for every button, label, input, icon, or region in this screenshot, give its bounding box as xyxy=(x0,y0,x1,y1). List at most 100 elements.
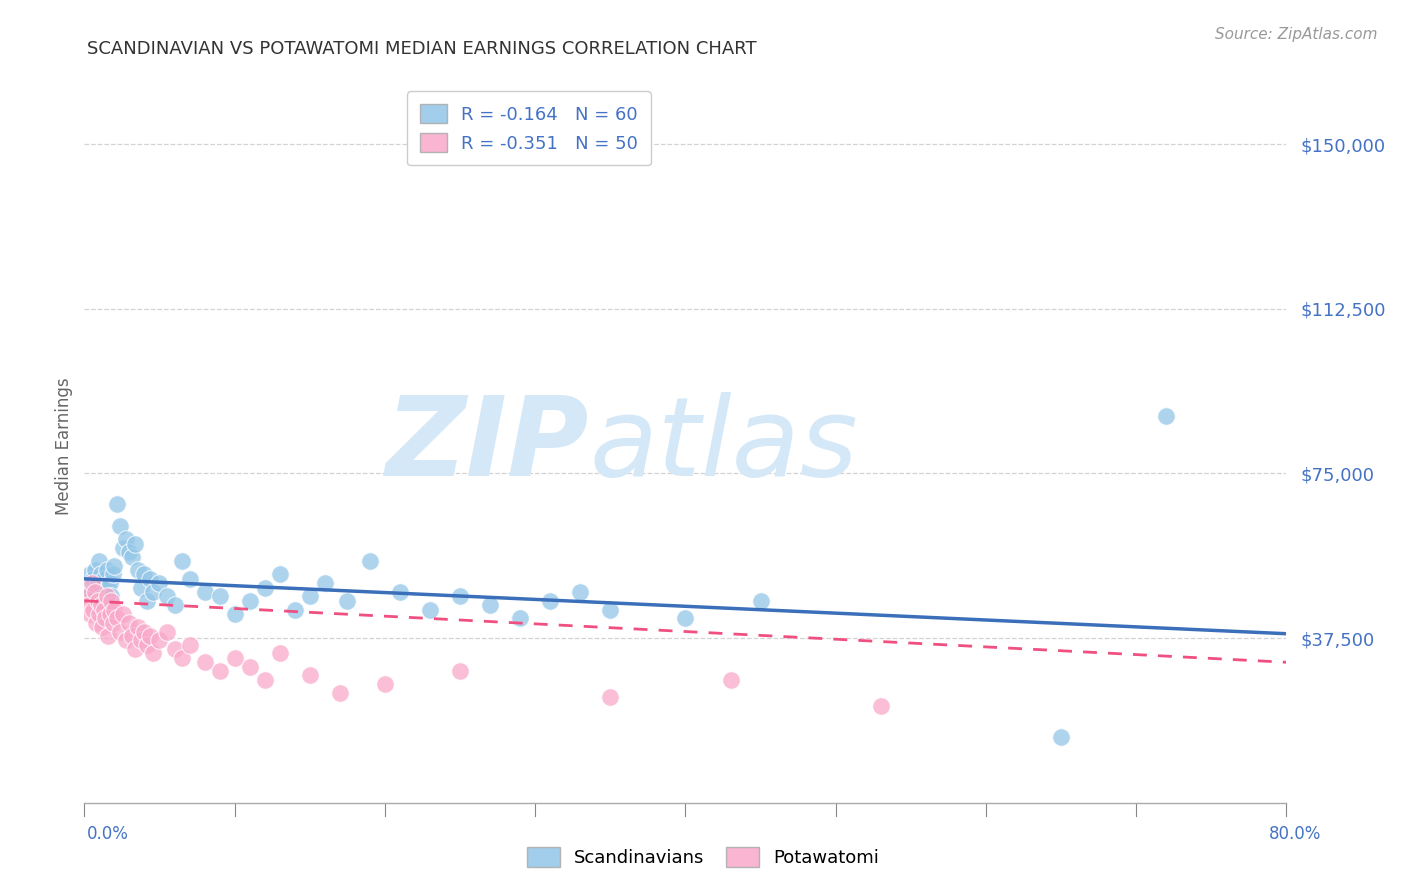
Text: atlas: atlas xyxy=(589,392,858,500)
Point xyxy=(107,611,129,625)
Point xyxy=(86,615,108,630)
Point xyxy=(148,633,170,648)
Point xyxy=(76,590,98,604)
Point xyxy=(170,651,193,665)
Text: Source: ZipAtlas.com: Source: ZipAtlas.com xyxy=(1215,27,1378,42)
Point xyxy=(96,563,118,577)
Point xyxy=(110,519,132,533)
Point xyxy=(86,590,108,604)
Point xyxy=(374,677,396,691)
Point xyxy=(97,581,120,595)
Point xyxy=(479,598,502,612)
Point xyxy=(107,497,129,511)
Point xyxy=(98,576,121,591)
Point xyxy=(163,642,186,657)
Point xyxy=(101,615,124,630)
Point xyxy=(134,624,156,639)
Point xyxy=(675,611,697,625)
Point xyxy=(253,581,276,595)
Point xyxy=(449,590,471,604)
Point xyxy=(239,594,262,608)
Point xyxy=(139,572,162,586)
Point xyxy=(336,594,359,608)
Point xyxy=(110,624,132,639)
Point xyxy=(89,554,111,568)
Point xyxy=(142,585,165,599)
Point xyxy=(869,699,891,714)
Point xyxy=(170,554,193,568)
Point xyxy=(77,581,100,595)
Point xyxy=(224,651,246,665)
Point xyxy=(115,533,138,547)
Point xyxy=(79,567,101,582)
Point xyxy=(329,686,352,700)
Point xyxy=(97,629,120,643)
Legend: Scandinavians, Potawatomi: Scandinavians, Potawatomi xyxy=(520,839,886,874)
Point xyxy=(100,590,122,604)
Point xyxy=(139,629,162,643)
Point xyxy=(388,585,411,599)
Point xyxy=(83,563,105,577)
Point xyxy=(131,633,153,648)
Text: 0.0%: 0.0% xyxy=(87,825,129,843)
Point xyxy=(80,585,103,599)
Point xyxy=(100,594,122,608)
Point xyxy=(103,602,125,616)
Point xyxy=(96,590,118,604)
Text: SCANDINAVIAN VS POTAWATOMI MEDIAN EARNINGS CORRELATION CHART: SCANDINAVIAN VS POTAWATOMI MEDIAN EARNIN… xyxy=(87,40,756,58)
Point xyxy=(77,598,100,612)
Point xyxy=(136,594,159,608)
Point xyxy=(156,624,179,639)
Y-axis label: Median Earnings: Median Earnings xyxy=(55,377,73,515)
Point xyxy=(194,655,217,669)
Point xyxy=(127,620,149,634)
Point xyxy=(569,585,592,599)
Point xyxy=(538,594,561,608)
Point xyxy=(239,659,262,673)
Point xyxy=(87,594,110,608)
Point xyxy=(94,611,117,625)
Point xyxy=(163,598,186,612)
Point xyxy=(509,611,531,625)
Point xyxy=(112,607,135,621)
Point xyxy=(127,563,149,577)
Point xyxy=(79,607,101,621)
Point xyxy=(419,602,441,616)
Point xyxy=(179,638,201,652)
Point xyxy=(82,572,104,586)
Point xyxy=(156,590,179,604)
Point xyxy=(136,638,159,652)
Point xyxy=(76,576,98,591)
Point xyxy=(93,572,115,586)
Point xyxy=(269,567,291,582)
Point xyxy=(298,668,321,682)
Point xyxy=(112,541,135,555)
Point xyxy=(91,585,114,599)
Point xyxy=(87,576,110,591)
Point xyxy=(89,607,111,621)
Point xyxy=(359,554,381,568)
Text: ZIP: ZIP xyxy=(385,392,589,500)
Point xyxy=(314,576,336,591)
Point xyxy=(134,567,156,582)
Point xyxy=(208,664,231,678)
Point xyxy=(599,690,621,705)
Point xyxy=(82,602,104,616)
Point xyxy=(91,620,114,634)
Point xyxy=(118,615,141,630)
Point xyxy=(115,633,138,648)
Point xyxy=(269,647,291,661)
Point xyxy=(93,602,115,616)
Point xyxy=(599,602,621,616)
Point xyxy=(101,567,124,582)
Point xyxy=(148,576,170,591)
Point xyxy=(749,594,772,608)
Point xyxy=(1050,730,1073,744)
Point xyxy=(90,567,112,582)
Point xyxy=(90,598,112,612)
Point xyxy=(103,558,125,573)
Point xyxy=(720,673,742,687)
Legend: R = -0.164   N = 60, R = -0.351   N = 50: R = -0.164 N = 60, R = -0.351 N = 50 xyxy=(408,91,651,165)
Point xyxy=(124,537,146,551)
Point xyxy=(121,549,143,564)
